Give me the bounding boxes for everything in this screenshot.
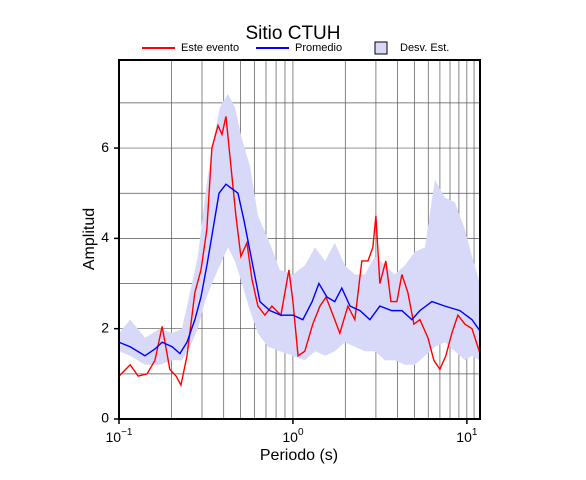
x-tick-base: 10 [456,429,472,445]
legend-label: Promedio [295,42,342,54]
x-tick-label: 10−1 [106,427,133,445]
legend-label: Desv. Est. [400,42,449,54]
x-tick-exponent: −1 [121,427,133,438]
chart-title: Sitio CTUH [245,23,340,44]
plot-frame [118,59,481,420]
grid [119,60,480,419]
y-axis-label: Amplitud [81,208,98,270]
std-band [119,93,480,365]
y-tick-label: 0 [101,410,109,426]
x-tick-label: 100 [282,427,304,445]
plot-data [118,93,481,388]
legend: Este evento Promedio Desv. Est. [142,41,449,55]
x-axis-label: Periodo (s) [260,447,338,464]
legend-swatch [374,41,388,55]
series-line [118,116,481,388]
legend-label: Este evento [181,42,239,54]
y-tick-label: 4 [101,229,109,245]
x-tick-base: 10 [106,429,122,445]
x-tick-label: 101 [456,427,478,445]
series-line [118,183,481,357]
x-tick-base: 10 [282,429,298,445]
x-tick-exponent: 0 [298,427,304,438]
y-tick-label: 2 [101,319,109,335]
x-tick-exponent: 1 [472,427,478,438]
y-tick-label: 6 [101,139,109,155]
